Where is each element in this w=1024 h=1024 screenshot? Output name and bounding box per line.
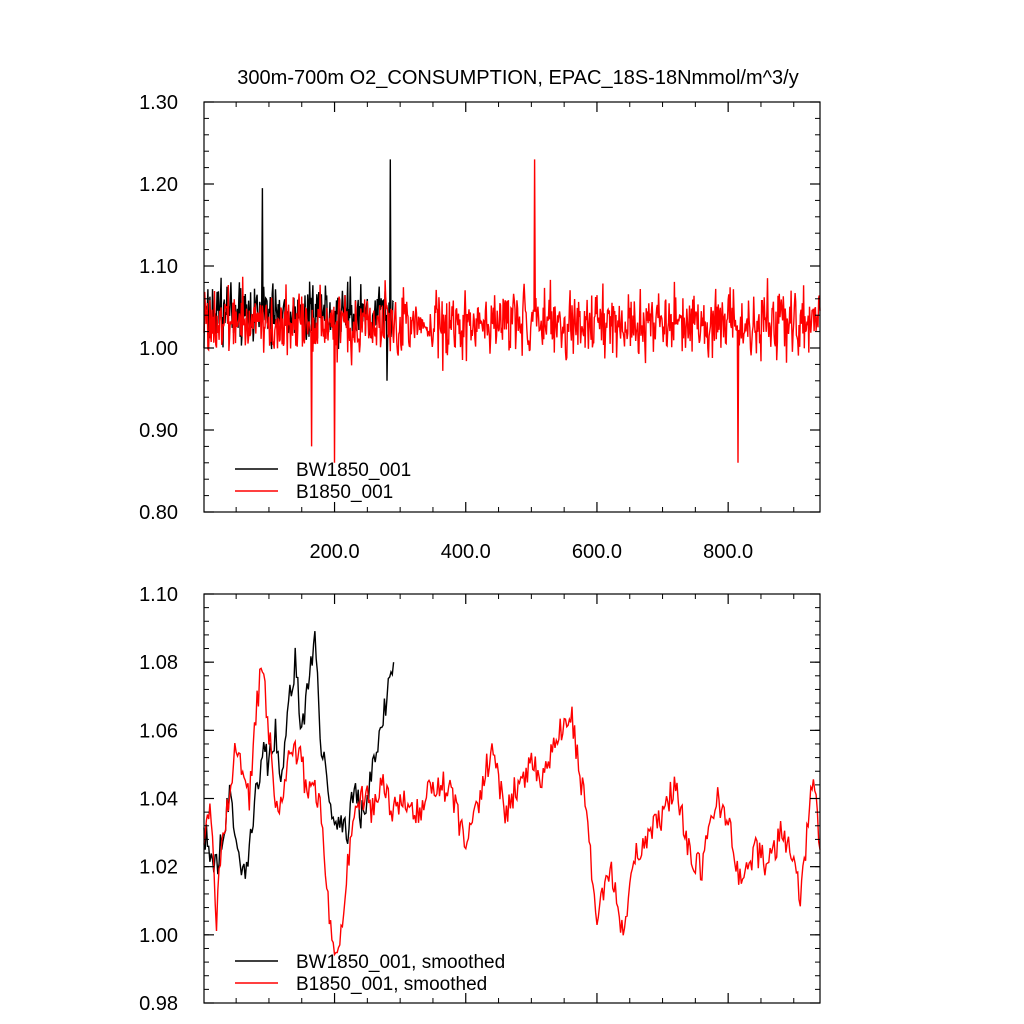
y-tick-label: 1.20 xyxy=(139,174,178,196)
top-chart-title: 300m-700m O2_CONSUMPTION, EPAC_18S-18Nmm… xyxy=(237,67,798,89)
series-line-bw1850-001 xyxy=(203,159,395,381)
top-plot-panel: 0.80 0.90 1.00 1.10 1.20 1.30 200.0 400.0 600.0 8… xyxy=(139,92,821,563)
y-tick-label: 1.04 xyxy=(139,789,178,811)
series-lines xyxy=(203,159,821,463)
top-legend: BW1850_001 B1850_001 xyxy=(235,460,411,503)
legend-label-b1850: B1850_001 xyxy=(296,482,393,503)
x-tick-label: 400.0 xyxy=(441,541,491,563)
y-tick-label: 1.10 xyxy=(139,256,178,278)
legend-label-bw1850-smoothed: BW1850_001, smoothed xyxy=(296,952,505,973)
legend-label-b1850-smoothed: B1850_001, smoothed xyxy=(296,974,487,995)
bottom-legend: BW1850_001, smoothed B1850_001, smoothed xyxy=(235,952,505,995)
legend-label-bw1850: BW1850_001 xyxy=(296,460,411,481)
bottom-plot-panel: 0.98 1.00 1.02 1.04 1.06 1.08 1.10 xyxy=(139,584,821,1015)
y-tick-label: 1.10 xyxy=(139,584,178,606)
y-tick-label: 1.30 xyxy=(139,92,178,114)
series-line-b1850-001-smoothed xyxy=(203,667,821,957)
y-tick-label: 1.06 xyxy=(139,720,178,742)
y-tick-label: 1.08 xyxy=(139,652,178,674)
plot-frame xyxy=(203,101,821,513)
y-tick-label: 0.80 xyxy=(139,502,178,524)
series-line-bw1850-001-smoothed xyxy=(203,631,395,879)
x-tick-label: 800.0 xyxy=(703,541,753,563)
series-line-b1850-001 xyxy=(203,159,821,463)
y-tick-label: 1.00 xyxy=(139,338,178,360)
x-tick-label: 200.0 xyxy=(310,541,360,563)
x-tick-label: 600.0 xyxy=(572,541,622,563)
y-tick-label: 1.02 xyxy=(139,857,178,879)
y-tick-label: 0.98 xyxy=(139,993,178,1015)
series-lines xyxy=(203,631,821,957)
y-tick-label: 1.00 xyxy=(139,925,178,947)
y-tick-label: 0.90 xyxy=(139,420,178,442)
